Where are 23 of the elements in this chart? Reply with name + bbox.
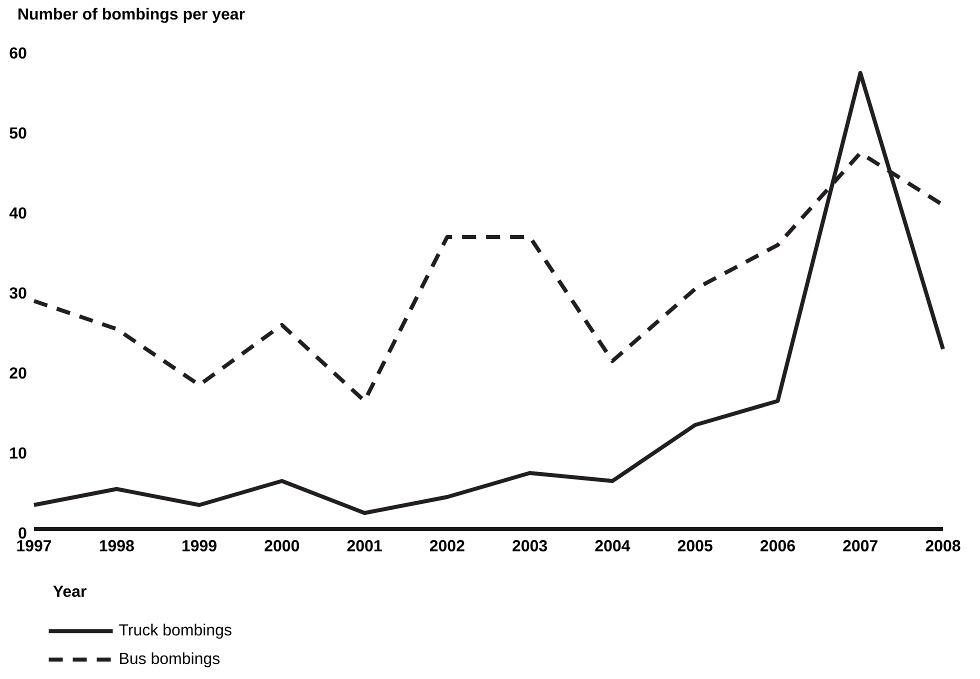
y-tick-label: 30 <box>10 287 26 299</box>
x-tick-label: 2000 <box>264 540 300 552</box>
legend-label: Bus bombings <box>120 652 220 668</box>
x-tick-label: 1998 <box>100 540 134 552</box>
x-tick-label: 1997 <box>17 540 52 552</box>
y-axis-title: Number of bombings per year <box>18 8 245 23</box>
x-tick-label: 2006 <box>760 540 795 552</box>
x-tick-label: 1999 <box>182 540 216 552</box>
legend-label: Truck bombings <box>119 624 232 639</box>
y-tick-label: 20 <box>10 367 26 379</box>
y-tick-label: 10 <box>10 447 26 459</box>
x-tick-label: 2002 <box>430 540 464 552</box>
x-tick-label: 2008 <box>926 540 960 552</box>
x-tick-label: 2003 <box>512 540 548 552</box>
y-tick-label: 40 <box>9 207 26 219</box>
x-tick-label: 2005 <box>678 540 712 552</box>
x-axis-title: Year <box>53 586 86 597</box>
x-tick-label: 2007 <box>843 540 878 552</box>
y-tick-label: 0 <box>18 527 26 539</box>
x-tick-label: 2004 <box>595 540 630 552</box>
y-tick-label: 60 <box>10 47 26 59</box>
y-tick-label: 50 <box>10 127 26 139</box>
x-tick-label: 2001 <box>347 540 382 552</box>
